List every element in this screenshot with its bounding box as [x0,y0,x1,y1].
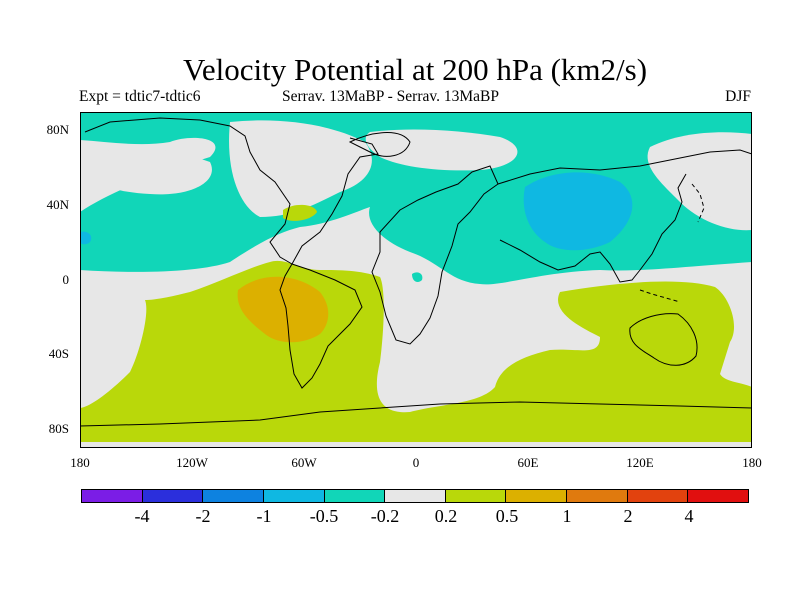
colorbar-swatch [506,490,568,502]
colorbar-label: -4 [134,506,150,526]
region-arctic-neutral [365,129,518,171]
x-tick-label: 60W [291,455,317,470]
colorbar-label: 4 [684,506,694,526]
coastlines [80,117,752,427]
coast-europe-africa [371,165,499,345]
colorbar-swatch [385,490,446,502]
colorbar-label: -0.2 [370,506,400,526]
colorbar-label: -1 [256,506,272,526]
subtitle-experiment: Expt = tdtic7-tdtic6 [79,88,201,105]
colorbar-swatch [142,490,204,502]
colorbar [81,489,749,503]
chart-title: Velocity Potential at 200 hPa (km2/s) [182,52,648,87]
colorbar-label: -0.5 [309,506,339,526]
subtitle-season: DJF [725,88,751,105]
region-atlantic-small-positive [283,204,317,221]
colorbar-label: 1 [562,506,572,526]
x-tick-label: 180 [70,455,90,470]
coast-north-america-east [291,137,379,265]
subtitle-scenario: Serrav. 13MaBP - Serrav. 13MaBP [282,88,499,105]
region-north-atlantic-neutral [229,120,372,217]
colorbar-label: 2 [623,506,633,526]
colorbar-label: 0.5 [495,506,519,526]
colorbar-swatch [627,490,689,502]
coast-south-america [279,263,363,389]
x-tick-label: 60E [517,455,539,470]
x-tick-label: 120W [176,455,208,470]
coast-north-america [84,117,293,265]
colorbar-swatch [324,490,386,502]
coast-australia [629,313,698,366]
region-pacific-neutral [647,132,752,223]
region-southamerica-moderate-positive [237,276,329,343]
colorbar-swatch [82,490,143,502]
map-frame [80,112,752,448]
coast-antarctica [80,401,752,427]
velocity-potential-map [80,112,752,448]
y-tick-label: 40S [48,346,69,361]
region-north-pacific-neutral [89,147,212,195]
y-tick-label: 80S [48,421,69,436]
region-pacific-small-negative [80,231,92,245]
colorbar-swatch [263,490,325,502]
coast-greenland [348,132,411,157]
region-asia-moderate-negative [523,172,633,251]
y-tick-label: 0 [62,272,70,287]
y-tick-label: 80N [46,122,69,137]
colorbar-swatch [445,490,507,502]
x-tick-label: 0 [412,455,420,470]
coast-asia-south [499,173,687,283]
colorbar-swatch [567,490,628,502]
x-tick-label: 180 [742,455,762,470]
x-tick-label: 120E [626,455,654,470]
y-tick-label: 40N [46,197,69,212]
coast-eurasia [497,149,752,185]
colorbar-label: -2 [195,506,211,526]
colorbar-label: 0.2 [434,506,458,526]
colorbar-swatch [203,490,264,502]
region-indian-small-negative [412,272,423,282]
colorbar-swatch [688,490,749,502]
